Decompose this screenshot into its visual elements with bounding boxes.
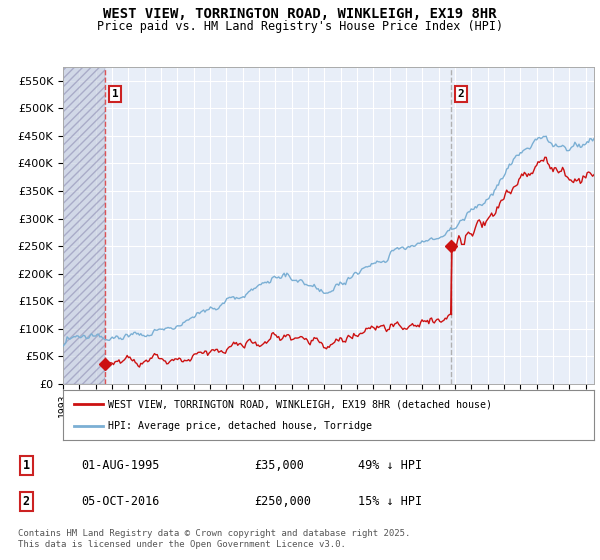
Text: WEST VIEW, TORRINGTON ROAD, WINKLEIGH, EX19 8HR (detached house): WEST VIEW, TORRINGTON ROAD, WINKLEIGH, E… [108, 399, 492, 409]
Text: £35,000: £35,000 [254, 459, 304, 472]
Text: £250,000: £250,000 [254, 495, 311, 508]
Text: 01-AUG-1995: 01-AUG-1995 [81, 459, 160, 472]
Text: 49% ↓ HPI: 49% ↓ HPI [358, 459, 422, 472]
Text: 05-OCT-2016: 05-OCT-2016 [81, 495, 160, 508]
Text: 2: 2 [23, 495, 30, 508]
Text: Price paid vs. HM Land Registry's House Price Index (HPI): Price paid vs. HM Land Registry's House … [97, 20, 503, 32]
Text: 15% ↓ HPI: 15% ↓ HPI [358, 495, 422, 508]
Text: 1: 1 [23, 459, 30, 472]
Bar [63, 67, 105, 384]
Text: 1: 1 [112, 89, 118, 99]
Text: 2: 2 [458, 89, 464, 99]
Text: HPI: Average price, detached house, Torridge: HPI: Average price, detached house, Torr… [108, 421, 372, 431]
Text: Contains HM Land Registry data © Crown copyright and database right 2025.
This d: Contains HM Land Registry data © Crown c… [18, 529, 410, 549]
Text: WEST VIEW, TORRINGTON ROAD, WINKLEIGH, EX19 8HR: WEST VIEW, TORRINGTON ROAD, WINKLEIGH, E… [103, 7, 497, 21]
